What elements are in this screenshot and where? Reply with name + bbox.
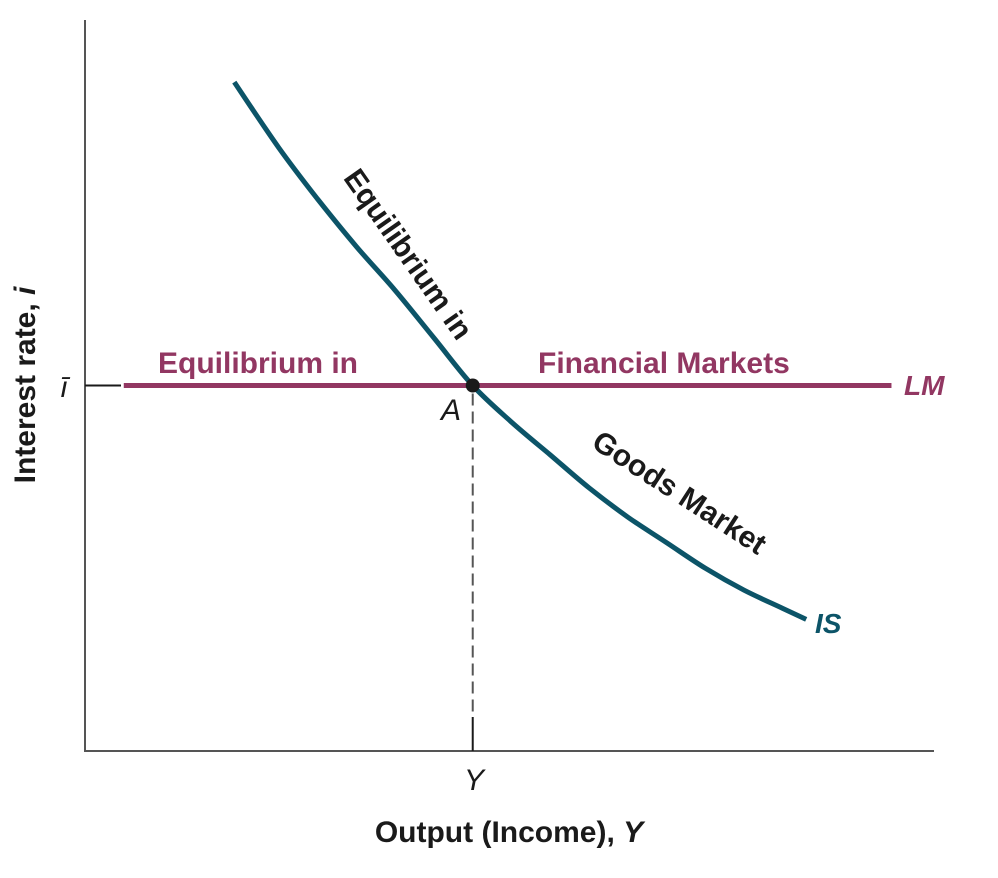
x-axis-title-variable: Y (623, 816, 646, 849)
is-annotation-equilibrium-in: Equilibrium in (337, 163, 479, 346)
is-curve-label: IS (815, 608, 842, 639)
is-annotation-goods-market: Goods Market (586, 425, 772, 562)
lm-annotation-equilibrium-in: Equilibrium in (158, 347, 358, 380)
is-curve (232, 80, 808, 622)
equilibrium-point-label: A (439, 394, 461, 427)
y-axis-title-variable: i (9, 286, 42, 295)
lm-curve-label: LM (904, 370, 945, 401)
y-tick-label-i-bar: ī (61, 371, 71, 404)
y-axis-title-text: Interest rate, (9, 303, 42, 483)
equilibrium-point (465, 378, 480, 393)
x-tick-label-y: Y (464, 764, 486, 797)
y-axis-title: Interest rate, i (9, 286, 42, 483)
x-axis-title: Output (Income), Y (375, 816, 646, 849)
lm-annotation-financial-markets: Financial Markets (538, 347, 790, 380)
x-axis-title-text: Output (Income), (375, 816, 615, 849)
